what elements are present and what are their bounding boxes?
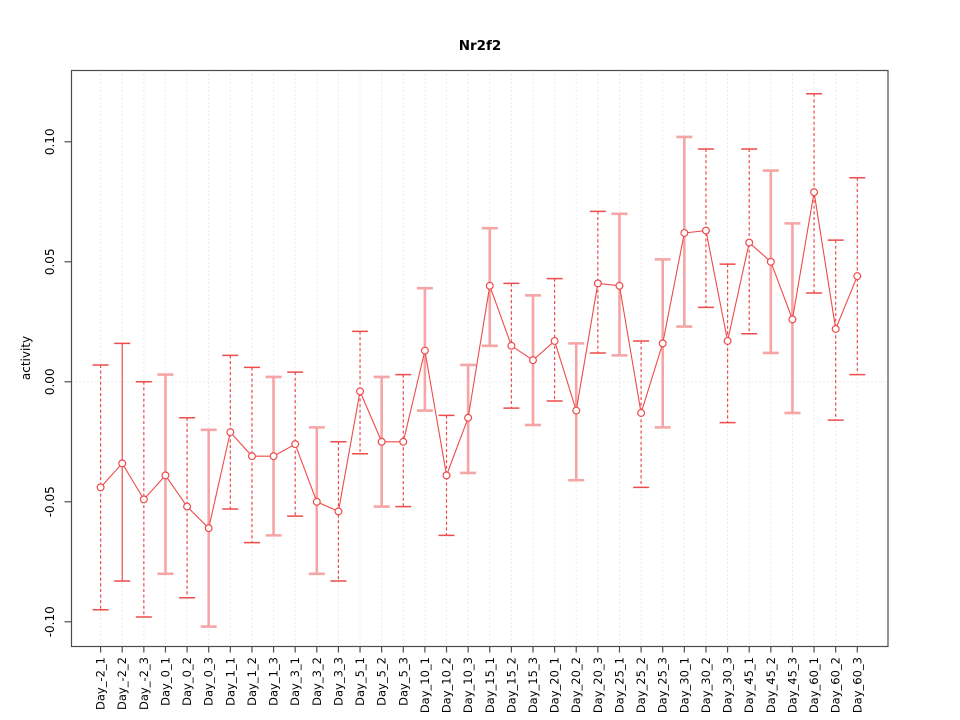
data-point-marker [356,387,365,396]
data-point-marker [701,226,710,235]
x-axis-tick-label: Day_20_2 [569,657,583,713]
data-point-marker [853,272,862,281]
data-point-marker [680,228,689,237]
data-point-marker [810,188,819,197]
data-point-marker [269,452,278,461]
y-axis-tick-label: 0.05 [43,248,57,275]
x-axis-tick-label: Day_0_2 [180,657,194,706]
x-axis-tick-label: Day_45_3 [785,657,799,713]
data-point-marker [226,428,235,437]
x-axis-tick-label: Day_5_2 [375,657,389,706]
x-axis-tick-label: Day_10_3 [461,657,475,713]
data-point-marker [572,406,581,415]
data-point-marker [139,495,148,504]
data-point-marker [723,336,732,345]
x-axis-tick-label: Day_10_1 [418,657,432,713]
x-axis-tick-label: Day_10_2 [440,657,454,713]
x-axis-tick-label: Day_3_3 [331,657,345,706]
plot-border [70,69,889,648]
data-point-marker [658,339,667,348]
data-point-marker [745,238,754,247]
y-axis-tick-label: -0.10 [43,606,57,637]
x-axis-tick-label: Day_25_3 [656,657,670,713]
data-point-marker [204,524,213,533]
data-point-marker [593,279,602,288]
x-axis-tick-label: Day_20_1 [548,657,562,713]
x-axis-tick-label: Day_5_3 [396,657,410,706]
data-point-marker [334,507,343,516]
data-point-marker [96,483,105,492]
x-axis-tick-label: Day_20_3 [591,657,605,713]
data-point-marker [788,315,797,324]
x-axis-tick-label: Day_45_2 [764,657,778,713]
data-point-marker [118,459,127,468]
data-point-marker [550,336,559,345]
x-axis-tick-label: Day_-2_1 [94,657,108,710]
x-axis-tick-label: Day_5_1 [353,657,367,706]
y-axis-tick-label: 0.10 [43,128,57,155]
x-axis-tick-label: Day_1_3 [267,657,281,706]
x-axis-tick-label: Day_1_1 [223,657,237,706]
x-axis-tick-label: Day_-2_2 [115,657,129,710]
data-point-marker [464,413,473,422]
x-axis-tick-label: Day_60_2 [829,657,843,713]
x-axis-tick-label: Day_25_1 [612,657,626,713]
x-axis-tick-label: Day_45_1 [742,657,756,713]
x-axis-tick-label: Day_60_3 [850,657,864,713]
data-point-marker [291,440,300,449]
data-point-marker [399,437,408,446]
x-axis-tick-label: Day_15_3 [526,657,540,713]
data-point-marker [637,408,646,417]
y-axis-tick-label: 0.00 [43,368,57,395]
x-axis-tick-label: Day_3_1 [288,657,302,706]
data-point-marker [485,281,494,290]
data-point-marker [420,346,429,355]
data-point-marker [183,502,192,511]
data-point-marker [528,356,537,365]
x-axis-tick-label: Day_60_1 [807,657,821,713]
data-point-marker [377,437,386,446]
x-axis-tick-label: Day_30_1 [677,657,691,713]
data-point-marker [766,257,775,266]
data-point-marker [615,281,624,290]
data-point-marker [247,452,256,461]
series-line [100,192,858,530]
x-axis-tick-label: Day_-2_3 [137,657,151,710]
x-axis-tick-label: Day_15_2 [504,657,518,713]
x-axis-tick-label: Day_0_3 [202,657,216,706]
data-point-marker [507,341,516,350]
data-point-marker [831,324,840,333]
x-axis-tick-label: Day_3_2 [310,657,324,706]
data-point-marker [161,471,170,480]
x-axis-tick-label: Day_25_2 [634,657,648,713]
x-axis-tick-label: Day_30_2 [699,657,713,713]
chart-title: Nr2f2 [458,38,502,54]
x-axis-tick-label: Day_0_1 [158,657,172,706]
x-axis-tick-label: Day_1_2 [245,657,259,706]
data-point-marker [312,497,321,506]
x-axis-tick-label: Day_30_3 [721,657,735,713]
data-point-marker [442,471,451,480]
x-axis-tick-label: Day_15_1 [483,657,497,713]
y-axis-tick-label: -0.05 [43,486,57,517]
